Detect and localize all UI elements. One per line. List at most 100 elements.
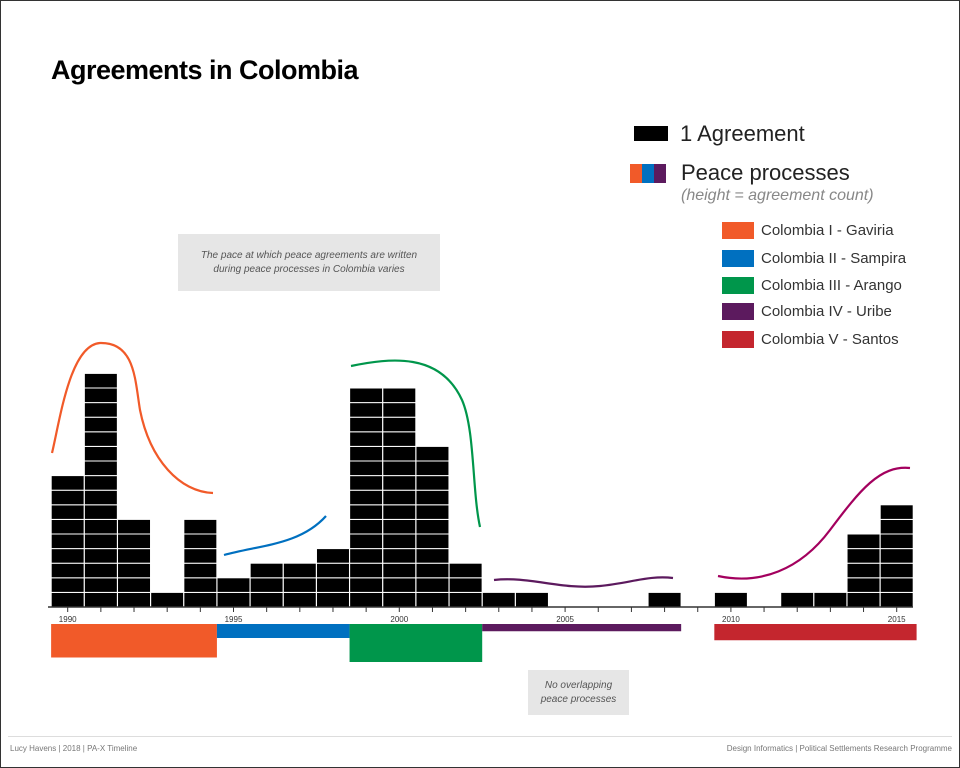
agreement-block-1991 (83, 489, 118, 506)
agreement-block-2000 (382, 533, 417, 550)
annotation-pace: The pace at which peace agreements are w… (178, 234, 440, 291)
agreement-block-1991 (83, 591, 118, 608)
agreement-block-2015 (879, 504, 914, 520)
agreement-block-1990 (50, 518, 85, 535)
processes-legend-label: Peace processes (681, 160, 850, 185)
processes-legend-note: (height = agreement count) (681, 187, 874, 204)
agreement-block-2000 (382, 548, 417, 564)
agreement-block-2015 (879, 577, 914, 593)
x-tick-label-2010: 2010 (722, 615, 740, 624)
agreement-block-2001 (415, 548, 450, 564)
agreement-block-2014 (846, 562, 881, 579)
process-bar-sampira (216, 624, 350, 638)
trend-curve-arango (350, 359, 482, 528)
legend-item-gaviria: Colombia I - Gaviria (722, 222, 894, 239)
agreement-block-1994 (183, 562, 218, 579)
agreement-block-2015 (879, 548, 914, 564)
x-tick-label-2015: 2015 (888, 615, 906, 624)
agreement-block-2000 (382, 387, 417, 404)
agreement-block-1999 (349, 387, 384, 404)
legend-item-sampira: Colombia II - Sampira (722, 250, 906, 267)
legend-label: Colombia V - Santos (761, 331, 899, 348)
agreement-block-1991 (83, 387, 118, 404)
agreement-block-1990 (50, 475, 85, 491)
agreement-block-1998 (315, 591, 350, 608)
agreement-block-1999 (349, 489, 384, 506)
agreement-block-1999 (349, 591, 384, 608)
agreement-block-1990 (50, 489, 85, 506)
agreement-block-2000 (382, 445, 417, 462)
agreement-block-1991 (83, 460, 118, 477)
agreement-block-2000 (382, 460, 417, 477)
agreement-block-1992 (117, 591, 152, 608)
agreement-block-1995 (216, 591, 251, 608)
agreement-block-2015 (879, 518, 914, 535)
agreement-block-1991 (83, 372, 118, 389)
agreement-block-1995 (216, 577, 251, 593)
x-tick-label-1995: 1995 (225, 615, 243, 624)
agreement-block-1994 (183, 591, 218, 608)
agreement-legend-label: 1 Agreement (680, 121, 805, 146)
agreement-block-1991 (83, 431, 118, 447)
legend-label: Colombia II - Sampira (761, 250, 907, 267)
footer-right: Design Informatics | Political Settlemen… (726, 744, 952, 753)
agreement-block-2008 (647, 591, 682, 608)
agreement-block-2001 (415, 460, 450, 477)
agreement-block-2001 (415, 577, 450, 593)
agreement-block-2000 (382, 504, 417, 520)
agreement-block-1991 (83, 577, 118, 593)
agreement-block-1996 (249, 562, 284, 579)
process-bar-arango (349, 624, 483, 662)
agreement-block-2014 (846, 591, 881, 608)
agreement-block-2000 (382, 431, 417, 447)
agreement-block-1996 (249, 577, 284, 593)
x-tick-label-1990: 1990 (59, 615, 77, 624)
agreement-block-2001 (415, 533, 450, 550)
agreement-block-1996 (249, 591, 284, 608)
agreement-block-1999 (349, 475, 384, 491)
legend-item-arango: Colombia III - Arango (722, 277, 902, 294)
agreement-block-2001 (415, 562, 450, 579)
agreement-block-2001 (415, 504, 450, 520)
processes-legend-swatch (630, 164, 666, 183)
legend-item-santos: Colombia V - Santos (722, 331, 899, 348)
agreement-block-1999 (349, 402, 384, 418)
x-tick-label-2005: 2005 (556, 615, 574, 624)
legend-label: Colombia IV - Uribe (761, 303, 892, 320)
agreement-block-2001 (415, 489, 450, 506)
agreement-block-1991 (83, 445, 118, 462)
agreement-block-1999 (349, 504, 384, 520)
agreement-block-2003 (481, 591, 516, 608)
trend-curve-gaviria (50, 341, 214, 495)
agreement-block-1999 (349, 416, 384, 433)
agreement-block-1998 (315, 562, 350, 579)
page-title: Agreements in Colombia (51, 55, 359, 85)
agreement-block-1990 (50, 562, 85, 579)
agreement-block-1997 (282, 577, 317, 593)
process-bar-uribe (482, 624, 682, 632)
agreement-block-1991 (83, 416, 118, 433)
footer-left: Lucy Havens | 2018 | PA-X Timeline (10, 744, 138, 753)
agreement-block-2014 (846, 577, 881, 593)
agreement-block-1991 (83, 533, 118, 550)
agreement-block-1994 (183, 533, 218, 550)
legend-item-uribe: Colombia IV - Uribe (722, 303, 892, 320)
agreement-block-2001 (415, 475, 450, 491)
agreement-block-1992 (117, 562, 152, 579)
footer-divider (8, 736, 952, 737)
agreement-block-2010 (713, 591, 748, 608)
agreement-block-1991 (83, 402, 118, 418)
agreement-block-2000 (382, 577, 417, 593)
agreement-block-2015 (879, 533, 914, 550)
agreement-block-1999 (349, 445, 384, 462)
x-axis: 1990 1995 2000 2005 2010 2015 (48, 606, 913, 624)
trend-curve-sampira (223, 515, 327, 557)
agreement-block-1994 (183, 518, 218, 535)
agreement-block-1999 (349, 562, 384, 579)
annotation-no-overlap: No overlapping peace processes (528, 670, 629, 715)
legend-label: Colombia III - Arango (761, 277, 902, 294)
agreement-block-2012 (780, 591, 815, 608)
agreement-block-2000 (382, 518, 417, 535)
agreement-block-1994 (183, 577, 218, 593)
agreement-block-2000 (382, 402, 417, 418)
